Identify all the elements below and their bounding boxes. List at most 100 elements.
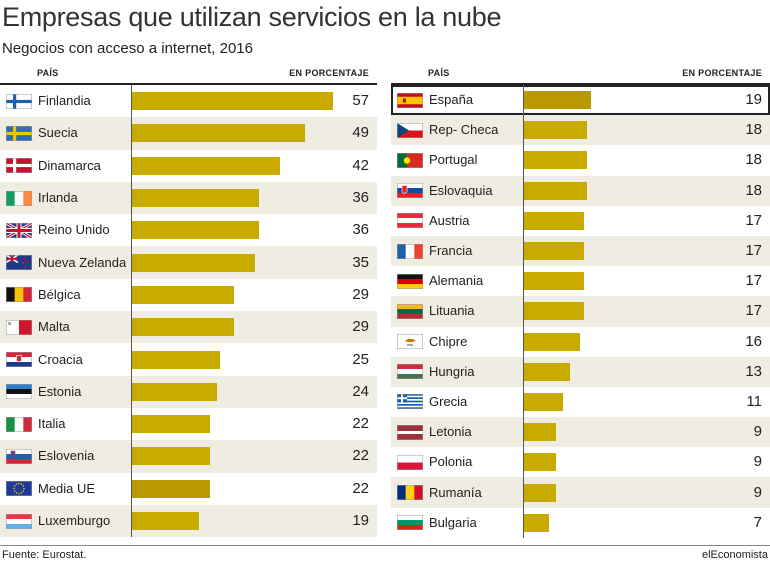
bar-row: Eslovenia 22 <box>0 440 377 473</box>
percent-column-header: EN PORCENTAJE <box>682 68 762 78</box>
flag-denmark-icon <box>6 158 32 174</box>
country-column-header: PAÍS <box>428 68 450 78</box>
category-label: Eslovenia <box>38 448 95 464</box>
flag-new-zealand-icon <box>6 255 32 271</box>
bar <box>524 453 556 472</box>
percent-column-header: EN PORCENTAJE <box>289 68 369 78</box>
category-label: Polonia <box>429 454 473 470</box>
bar-row: Estonia 24 <box>0 375 377 408</box>
category-label: Luxemburgo <box>38 513 111 528</box>
bar-track <box>131 311 341 344</box>
bar <box>524 181 588 200</box>
bar <box>524 121 588 140</box>
bar-track <box>523 205 733 236</box>
bar-track <box>131 85 341 118</box>
flag-bulgaria-icon <box>397 515 423 531</box>
value-label: 17 <box>745 272 762 290</box>
bar <box>524 513 549 532</box>
header-divider <box>391 83 770 85</box>
bar-row: Francia 17 <box>391 235 770 267</box>
category-label: Chipre <box>429 333 468 349</box>
bar <box>132 253 256 272</box>
flag-uk-icon <box>6 222 32 238</box>
bar-row: Polonia 9 <box>391 447 770 478</box>
bar-track <box>131 407 341 441</box>
category-label: Estonia <box>38 383 82 399</box>
bar-track <box>131 472 341 505</box>
bar <box>132 382 217 401</box>
bar-row: Lituania 17 <box>391 296 770 327</box>
chart-title: Empresas que utilizan servicios en la nu… <box>2 2 502 32</box>
category-label: Lituania <box>429 303 475 319</box>
bar-row: Italia 22 <box>0 407 377 441</box>
bar <box>132 92 333 111</box>
right-chart-panel: PAÍS EN PORCENTAJE España 19 Rep- Checa 18 P… <box>391 65 770 538</box>
flag-poland-icon <box>397 454 423 470</box>
bar-track <box>523 447 733 478</box>
bar-track <box>131 375 341 408</box>
bar-track <box>523 477 733 508</box>
bar-track <box>131 149 341 182</box>
bar-row: Eslovaquia 18 <box>391 175 770 206</box>
category-label: España <box>429 92 474 108</box>
bar <box>524 362 570 381</box>
flag-austria-icon <box>397 213 423 229</box>
footer-divider <box>0 545 770 546</box>
value-label: 9 <box>753 483 762 501</box>
bar-row: Rep- Checa 18 <box>391 115 770 146</box>
bar-rows: España 19 Rep- Checa 18 Portugal 18 Eslovaquia… <box>391 85 770 538</box>
value-label: 24 <box>352 382 369 400</box>
value-label: 18 <box>745 121 762 139</box>
bar <box>524 211 584 230</box>
category-label: Irlanda <box>38 190 78 206</box>
category-label: Alemania <box>429 273 484 289</box>
bar <box>524 91 591 110</box>
value-label: 57 <box>352 92 369 110</box>
bar-track <box>131 504 341 538</box>
country-column-header: PAÍS <box>37 68 59 78</box>
flag-latvia-icon <box>397 424 423 440</box>
flag-croatia-icon <box>6 352 32 368</box>
bar-row: Irlanda 36 <box>0 181 377 215</box>
category-label: Finlandia <box>38 93 91 109</box>
value-label: 19 <box>745 91 762 109</box>
bar-row: Reino Unido 36 <box>0 214 377 247</box>
flag-luxembourg-icon <box>6 513 32 529</box>
bar <box>132 447 210 466</box>
value-label: 16 <box>745 332 762 350</box>
value-label: 18 <box>745 151 762 169</box>
bar <box>132 318 235 337</box>
bar-row: Dinamarca 42 <box>0 149 377 182</box>
flag-ireland-icon <box>6 190 32 206</box>
bar <box>524 151 588 170</box>
header-divider <box>0 83 377 85</box>
category-label: Bulgaria <box>429 514 477 530</box>
bar-row: Malta 29 <box>0 311 377 344</box>
category-label: Italia <box>38 416 66 432</box>
publisher-brand: elEconomista <box>701 549 768 561</box>
bar <box>524 483 556 502</box>
bar-track <box>523 507 733 538</box>
bar <box>132 512 199 530</box>
bar-track <box>523 266 733 297</box>
source-note: Fuente: Eurostat. <box>2 549 87 561</box>
flag-romania-icon <box>397 485 423 501</box>
flag-germany-icon <box>397 273 423 289</box>
flag-spain-icon <box>397 92 423 108</box>
bar-row: Luxemburgo 19 <box>0 504 377 538</box>
bar-row: Bulgaria 7 <box>391 507 770 538</box>
bar-track <box>523 356 733 387</box>
bar <box>132 124 305 143</box>
flag-belgium-icon <box>6 287 32 303</box>
category-label: Croacia <box>38 351 83 367</box>
bar-row: Hungria 13 <box>391 356 770 387</box>
flag-czech-icon <box>397 122 423 138</box>
bar-row: Croacia 25 <box>0 343 377 376</box>
bar-track <box>131 246 341 279</box>
value-label: 22 <box>352 415 369 433</box>
left-chart-panel: PAÍS EN PORCENTAJE Finlandia 57 Suecia 49 Di… <box>0 65 377 538</box>
category-label: Suecia <box>38 125 78 141</box>
bar <box>132 156 281 175</box>
value-label: 22 <box>352 479 369 497</box>
bar-track <box>131 278 341 312</box>
